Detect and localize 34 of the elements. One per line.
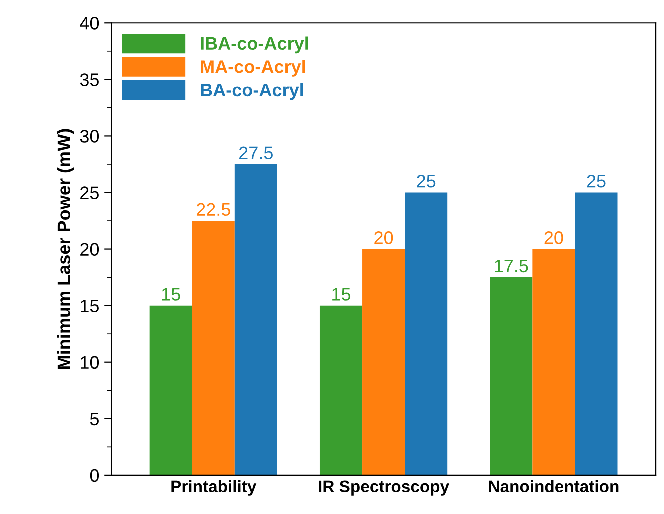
- bar: [575, 192, 618, 476]
- y-axis-title: Minimum Laser Power (mW): [57, 129, 74, 369]
- bar: [320, 306, 363, 476]
- data-label: 25: [417, 175, 436, 188]
- data-label: 17.5: [495, 260, 528, 273]
- bar: [192, 221, 235, 476]
- data-label: 22.5: [196, 203, 230, 216]
- y-tick-label: 5: [90, 413, 99, 426]
- legend-label: IBA-co-Acryl: [201, 36, 308, 54]
- bar: [405, 192, 448, 476]
- bar: [362, 249, 406, 476]
- legend-label: BA-co-Acryl: [201, 83, 304, 100]
- bar: [234, 164, 278, 476]
- data-label: 27.5: [240, 146, 273, 160]
- y-tick-label: 30: [80, 130, 100, 143]
- y-tick-label: 15: [81, 300, 99, 313]
- data-label: 20: [544, 232, 564, 244]
- y-tick-label: 25: [80, 186, 99, 200]
- bar: [532, 249, 576, 476]
- bar: [150, 306, 192, 476]
- x-tick-label: Printability: [172, 480, 257, 496]
- x-tick-label: IR Spectroscopy: [319, 480, 450, 496]
- data-label: 15: [162, 288, 180, 301]
- y-tick-label: 10: [81, 356, 100, 370]
- data-label: 25: [587, 175, 606, 188]
- data-label: 20: [374, 232, 394, 244]
- x-tick-label: Nanoindentation: [489, 480, 619, 493]
- y-tick-label: 0: [90, 469, 100, 482]
- legend-label: MA-co-Acryl: [201, 60, 306, 77]
- bar: [490, 278, 533, 476]
- y-tick-label: 40: [80, 17, 100, 30]
- y-tick-label: 20: [80, 243, 100, 256]
- data-label: 15: [332, 288, 351, 301]
- y-tick-label: 35: [80, 74, 99, 86]
